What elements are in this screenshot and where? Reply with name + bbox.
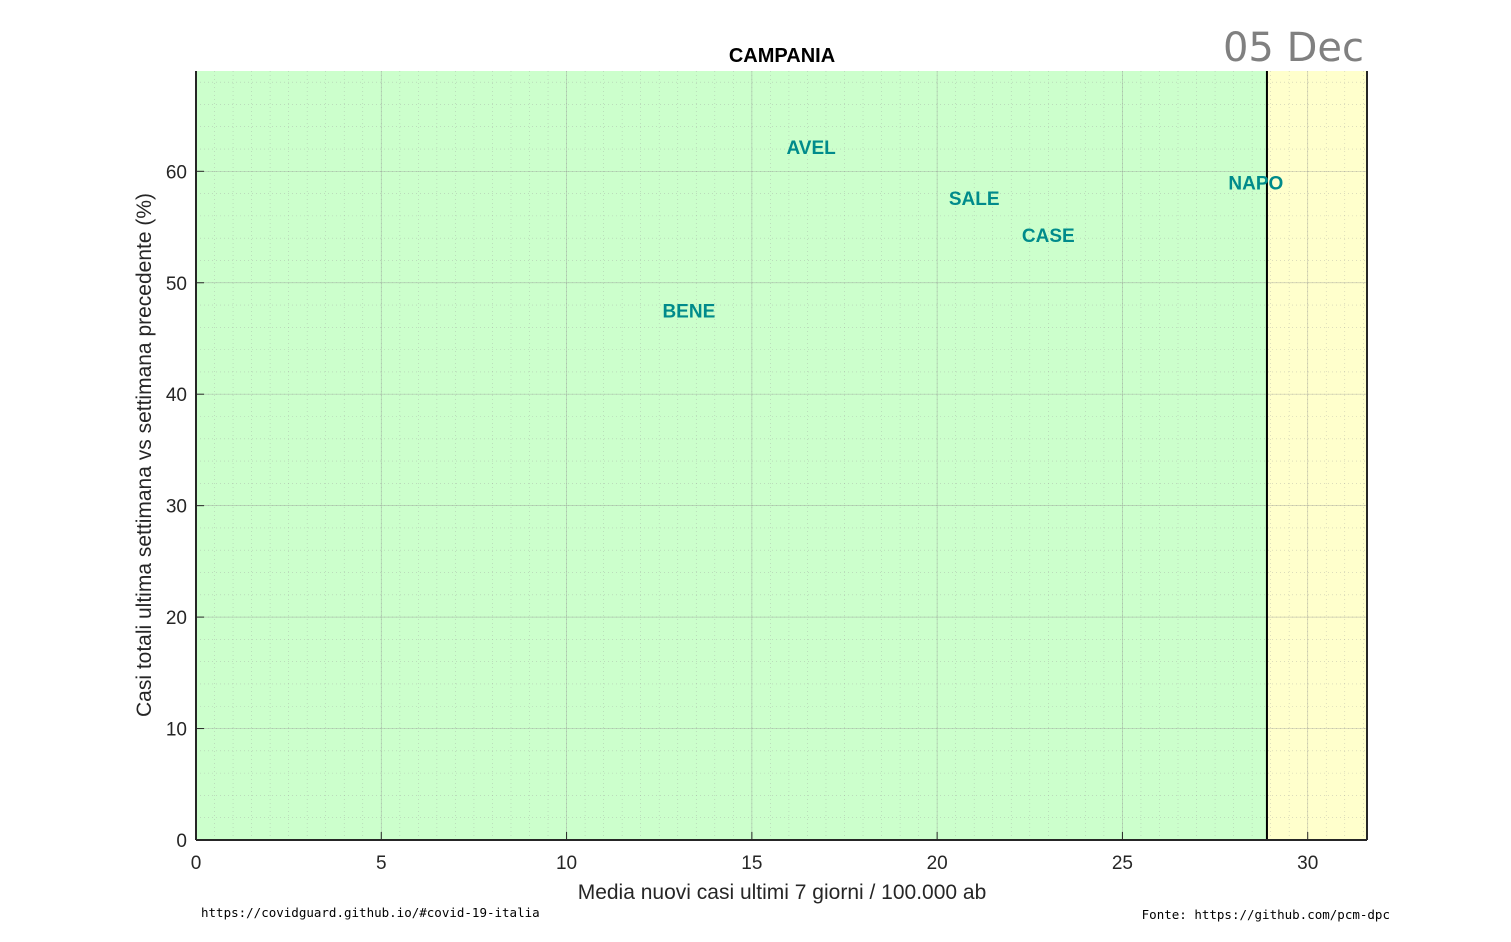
y-tick-label-0: 0 — [176, 831, 187, 852]
footer-left-source: https://covidguard.github.io/#covid-19-i… — [201, 905, 540, 920]
x-tick-label-15: 15 — [741, 853, 762, 874]
zone-1 — [1266, 71, 1367, 840]
x-tick-label-30: 30 — [1297, 853, 1318, 874]
y-axis-ticks: 0 10 20 30 40 50 60 — [166, 162, 204, 852]
x-tick-label-10: 10 — [556, 853, 577, 874]
date-label: 05 Dec — [1223, 25, 1364, 71]
y-tick-label-20: 20 — [166, 608, 187, 629]
x-tick-label-20: 20 — [927, 853, 948, 874]
x-tick-label-5: 5 — [376, 853, 387, 874]
point-label-avel: AVEL — [787, 138, 837, 159]
x-axis-label: Media nuovi casi ultimi 7 giorni / 100.0… — [578, 881, 987, 904]
y-axis-label: Casi totali ultima settimana vs settiman… — [133, 193, 156, 717]
chart-title: CAMPANIA — [729, 45, 835, 67]
axes — [195, 71, 1368, 841]
point-label-sale: SALE — [949, 189, 1000, 210]
minor-grid — [195, 71, 1367, 841]
data-points: AVEL SALE CASE NAPO BENE — [662, 138, 1283, 323]
y-tick-label-10: 10 — [166, 720, 187, 741]
point-label-case: CASE — [1022, 226, 1075, 247]
y-tick-label-30: 30 — [166, 497, 187, 518]
x-tick-label-0: 0 — [191, 853, 202, 874]
x-tick-label-25: 25 — [1112, 853, 1133, 874]
y-tick-label-60: 60 — [166, 162, 187, 183]
x-axis-ticks: 0 5 10 15 20 25 30 — [191, 832, 1318, 874]
plot-background — [196, 71, 1367, 840]
point-label-napo: NAPO — [1228, 173, 1283, 194]
zone-0 — [196, 71, 1267, 840]
point-label-bene: BENE — [662, 302, 715, 323]
footer-right-source: Fonte: https://github.com/pcm-dpc — [1142, 907, 1390, 922]
y-tick-label-40: 40 — [166, 385, 187, 406]
y-tick-label-50: 50 — [166, 274, 187, 295]
